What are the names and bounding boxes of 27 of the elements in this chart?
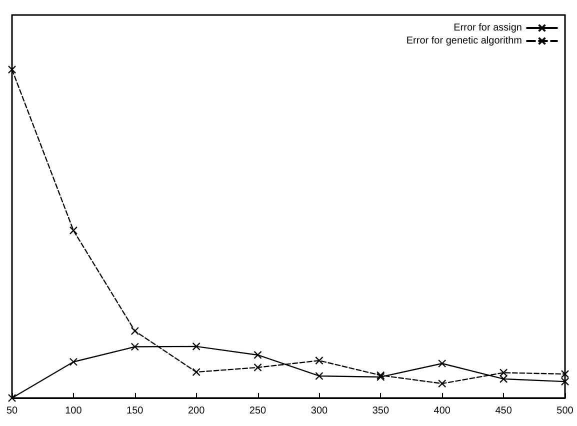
point [8,65,16,74]
x-tick-label: 100 [65,406,82,416]
point [315,372,324,380]
x-tick-label: 500 [556,406,574,416]
x-tick-label: 350 [372,406,390,416]
legend-label: Error for assign [454,22,522,34]
point [254,350,262,360]
point [192,342,200,351]
x-tick-label: 250 [249,406,267,416]
point [69,226,78,235]
x-tick-label: 200 [188,406,206,416]
point [376,372,385,382]
x-tick-label: 150 [126,406,144,416]
x-tick-label: 400 [434,406,451,416]
point [192,368,200,376]
legend-label: Error for genetic algorithm [406,36,522,46]
x-tick-label: 450 [495,406,512,416]
point [254,363,262,372]
point [130,342,139,351]
point [438,359,446,368]
point [438,379,446,388]
point [315,356,324,365]
point [69,358,78,366]
point [376,371,385,380]
point [130,326,139,336]
x-tick-label: 50 [6,406,18,416]
x-tick-label: 300 [310,406,328,416]
